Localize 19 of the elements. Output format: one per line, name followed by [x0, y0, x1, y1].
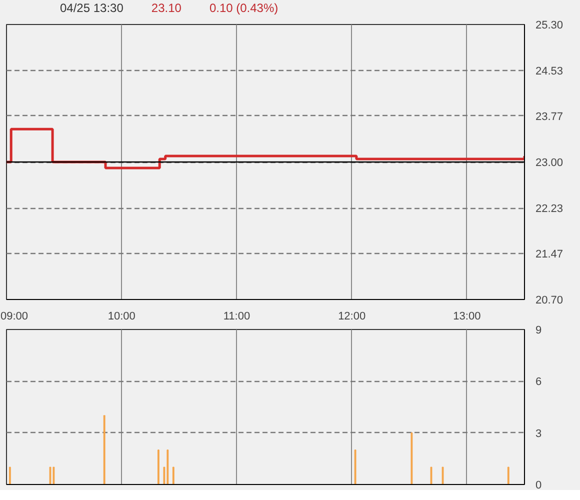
y-tick-label: 0 [536, 480, 542, 492]
y-tick-label: 23.77 [536, 110, 564, 123]
text: 0.10 (0.43%) [209, 1, 278, 15]
y-tick-label: 22.23 [536, 203, 564, 216]
text: 04/25 13:30 [60, 1, 124, 15]
y-tick-label: 21.47 [536, 248, 564, 260]
x-tick-label: 11:00 [223, 310, 250, 322]
x-tick-label: 10:00 [108, 310, 136, 322]
y-tick-label: 20.70 [536, 294, 564, 306]
x-tick-label: 13:00 [453, 310, 481, 322]
y-tick-label: 25.30 [536, 20, 564, 32]
y-tick-label: 23.00 [536, 157, 564, 169]
y-tick-label: 9 [536, 324, 542, 336]
y-tick-label: 3 [536, 428, 542, 440]
text: 23.10 [151, 1, 182, 15]
x-tick-label: 09:00 [0, 310, 28, 322]
y-tick-label: 6 [536, 376, 542, 388]
x-tick-label: 12:00 [338, 310, 366, 322]
y-tick-label: 24.53 [536, 66, 564, 78]
